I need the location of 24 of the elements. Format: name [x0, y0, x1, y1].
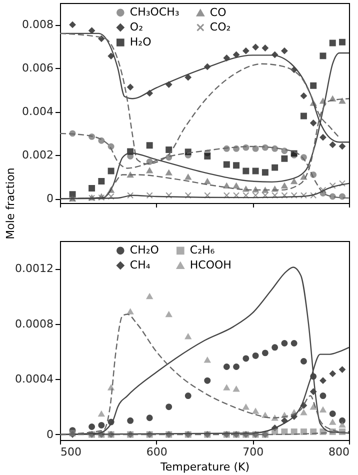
legend-label: CH₃OCH₃ [130, 6, 180, 19]
y-tick-label: 0.006 [22, 62, 54, 75]
legend-label: H₂O [130, 36, 152, 48]
y-tick-label: 0.0008 [15, 317, 54, 330]
legend-label: CO [210, 6, 227, 19]
legend-label: CH₄ [130, 258, 151, 272]
x-axis-title: Temperature (K) [160, 460, 250, 474]
x-tick-label: 700 [242, 446, 264, 458]
y-tick-label: 0 [46, 428, 54, 441]
legend-label: O₂ [130, 20, 143, 34]
y-tick-label: 0.008 [22, 18, 54, 32]
y-tick-label: 0.004 [22, 105, 54, 118]
y-tick-label: 0 [46, 192, 54, 206]
y-tick-label: 0.0012 [15, 262, 54, 276]
legend-label: HCOOH [190, 258, 232, 272]
y-tick-label: 0.0004 [15, 372, 54, 386]
x-tick-label: 800 [328, 446, 350, 458]
y-axis-title: Mole fraction [4, 168, 18, 240]
x-tick-label: 600 [146, 446, 168, 458]
legend-label: C₂H₆ [190, 244, 216, 257]
legend-label: CO₂ [210, 20, 231, 34]
legend-label: CH₂O [130, 244, 160, 257]
y-tick-label: 0.002 [22, 148, 54, 162]
x-tick-label: 500 [60, 446, 82, 458]
